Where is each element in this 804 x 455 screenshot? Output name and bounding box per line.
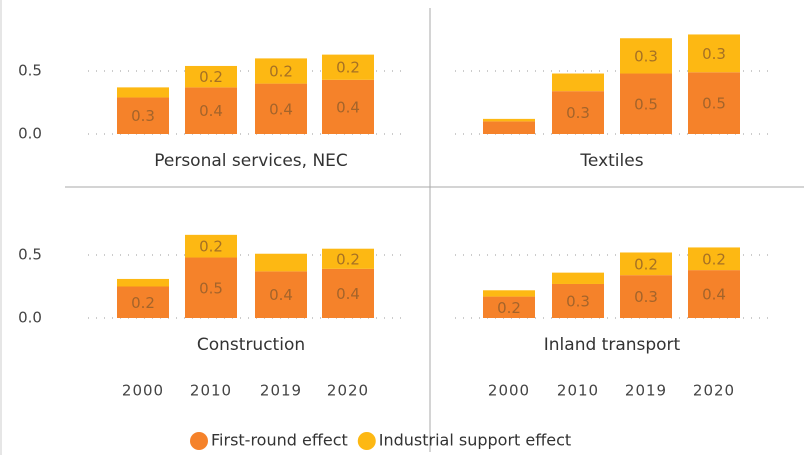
panel-title: Textiles [579, 151, 643, 171]
bar-segment [483, 290, 535, 297]
x-tick-label: 2019 [260, 382, 302, 400]
bar-segment [620, 252, 672, 276]
value-label: 0.5 [199, 279, 223, 297]
value-label: 0.2 [336, 250, 360, 268]
x-tick-label: 2019 [625, 382, 667, 400]
bar-segment [185, 65, 237, 88]
value-label: 0.4 [269, 100, 293, 118]
x-tick-label: 2000 [488, 382, 530, 400]
bar-segment [552, 91, 604, 134]
y-tick-label: 0.5 [18, 62, 42, 80]
x-tick-label: 2010 [190, 382, 232, 400]
panel-title: Construction [197, 335, 305, 355]
value-label: 0.4 [269, 286, 293, 304]
bar-segment [255, 271, 307, 318]
x-tick-label: 2000 [122, 382, 164, 400]
bar-segment [620, 38, 672, 74]
bar-segment [185, 234, 237, 258]
value-label: 0.5 [634, 95, 658, 113]
bar-segment [255, 83, 307, 134]
value-label: 0.4 [702, 286, 726, 304]
bar-segment [620, 73, 672, 134]
value-label: 0.3 [634, 288, 658, 306]
bar-segment [688, 34, 740, 73]
panel-title: Personal services, NEC [154, 151, 348, 171]
value-label: 0.5 [702, 95, 726, 113]
bar-segment [255, 253, 307, 272]
y-tick-label: 0.5 [18, 246, 42, 264]
legend-label: Industrial support effect [379, 431, 571, 450]
value-label: 0.2 [199, 68, 223, 86]
value-label: 0.3 [566, 292, 590, 310]
value-label: 0.2 [131, 294, 155, 312]
bar-segment [620, 275, 672, 318]
bar-segment [117, 278, 169, 287]
value-label: 0.3 [634, 47, 658, 65]
bar-segment [322, 79, 374, 134]
bar-segment [688, 72, 740, 134]
value-label: 0.4 [336, 285, 360, 303]
value-label: 0.2 [199, 238, 223, 256]
bar-segment [483, 121, 535, 134]
bar-segment [688, 270, 740, 318]
value-label: 0.2 [497, 299, 521, 317]
y-tick-label: 0.0 [18, 309, 42, 327]
bar-segment [322, 54, 374, 80]
bar-segment [322, 268, 374, 318]
value-label: 0.4 [336, 98, 360, 116]
value-label: 0.2 [634, 255, 658, 273]
bar-segment [185, 87, 237, 134]
panel-title: Inland transport [544, 335, 681, 355]
value-label: 0.2 [702, 250, 726, 268]
bar-segment [322, 248, 374, 269]
value-label: 0.4 [199, 102, 223, 120]
bar-segment [117, 87, 169, 98]
value-label: 0.3 [566, 104, 590, 122]
y-tick-label: 0.0 [18, 125, 42, 143]
x-tick-label: 2020 [693, 382, 735, 400]
bar-segment [483, 118, 535, 122]
x-tick-label: 2020 [327, 382, 369, 400]
legend-label: First-round effect [211, 431, 348, 450]
bar-segment [117, 97, 169, 134]
bar-segment [688, 247, 740, 271]
bar-segment [552, 73, 604, 92]
value-label: 0.2 [269, 63, 293, 81]
value-label: 0.3 [131, 107, 155, 125]
bar-segment [185, 257, 237, 318]
legend-swatch [190, 432, 208, 450]
bar-segment [483, 296, 535, 318]
value-label: 0.2 [336, 59, 360, 77]
bar-segment [552, 283, 604, 318]
bar-segment [117, 286, 169, 318]
bar-segment [552, 272, 604, 284]
x-tick-label: 2010 [557, 382, 599, 400]
legend-swatch [357, 432, 376, 450]
bar-segment [255, 58, 307, 84]
value-label: 0.3 [702, 45, 726, 63]
